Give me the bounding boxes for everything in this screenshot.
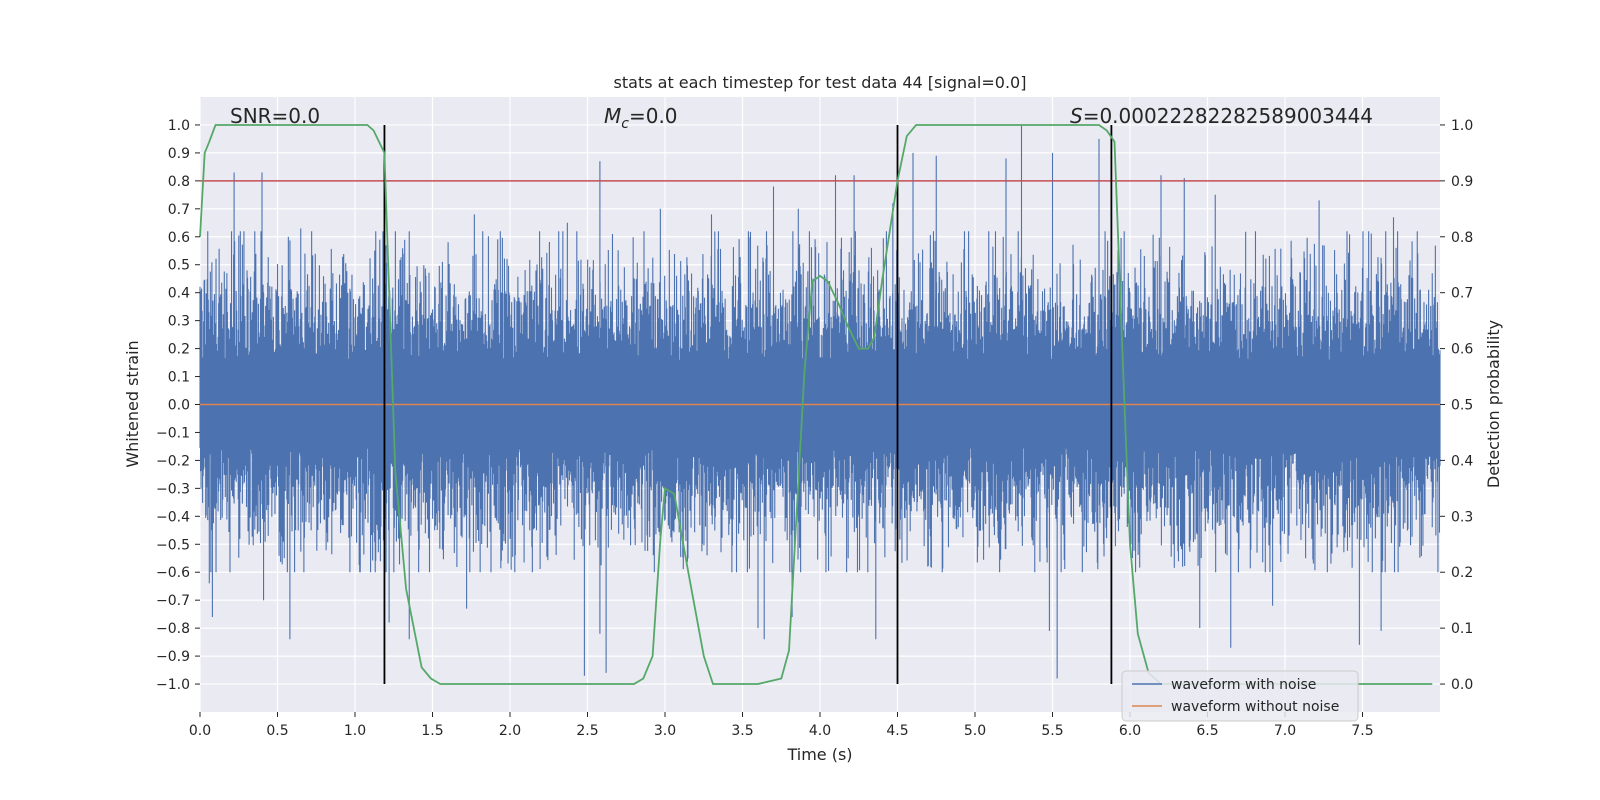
legend-box [1121,670,1359,722]
x-tick-label: 2.5 [576,723,598,739]
y-tick-label: −1.0 [156,677,190,693]
y2-tick-label: 0.8 [1451,230,1473,246]
x-tick-label: 2.0 [499,723,521,739]
chirp-mass-value: =0.0 [629,104,678,128]
chirp-mass-annotation: Mc=0.0 [604,104,678,132]
y-tick-label: −0.4 [156,509,190,525]
y-tick-label: −0.7 [156,593,190,609]
x-tick-label: 5.0 [964,723,986,739]
x-tick-label: 5.5 [1041,723,1063,739]
overlay-layer [199,124,1440,685]
x-tick-label: 6.0 [1119,723,1141,739]
y-tick-label: −0.3 [156,481,190,497]
y-tick-label: 0.0 [168,398,190,414]
y-tick-label: 0.1 [168,370,190,386]
chart-title: stats at each timestep for test data 44 … [614,73,1027,92]
y2-tick-label: 0.5 [1451,398,1473,414]
axes: 0.0 0.5 1.0 1.5 2.0 2.5 3.0 3.5 4.0 4.5 5.0 5.5 6.0 6… [156,118,1473,739]
legend-label-clean: waveform without noise [1171,699,1339,715]
x-tick-label: 1.5 [421,723,443,739]
snr-annotation: SNR=0.0 [230,104,320,128]
y2-tick-label: 0.3 [1451,509,1473,525]
y2-tick-label: 0.9 [1451,174,1473,190]
x-tick-label: 7.5 [1351,723,1373,739]
x-tick-label: 3.5 [731,723,753,739]
x-tick-label: 3.0 [654,723,676,739]
y-tick-label: −0.8 [156,621,190,637]
s-symbol: S [1070,104,1083,128]
chirp-mass-symbol: M [604,104,621,128]
x-tick-label: 7.0 [1274,723,1296,739]
detection-probability-line [199,124,1433,685]
y-tick-label: −0.1 [156,425,190,441]
y2-tick-label: 0.1 [1451,621,1473,637]
y-tick-label: −0.2 [156,453,190,469]
y2-tick-label: 0.7 [1451,286,1473,302]
y-tick-label: 0.3 [168,314,190,330]
y-tick-label: 0.9 [168,146,190,162]
y2-tick-label: 0.2 [1451,565,1473,581]
x-tick-label: 1.0 [344,723,366,739]
y-tick-label: 1.0 [168,118,190,134]
y-tick-label: 0.8 [168,174,190,190]
y-tick-label: −0.6 [156,565,190,581]
y-tick-label: −0.9 [156,649,190,665]
y2-tick-label: 0.6 [1451,342,1473,358]
x-axis-title: Time (s) [786,745,852,764]
legend-label-noise: waveform with noise [1171,677,1316,693]
x-tick-label: 4.0 [809,723,831,739]
y-tick-label: 0.7 [168,202,190,218]
s-annotation: S=0.00022282282589003444 [1070,104,1373,128]
x-tick-label: 0.0 [189,723,211,739]
x-tick-label: 0.5 [266,723,288,739]
y-tick-label: 0.6 [168,230,190,246]
y2-tick-label: 0.0 [1451,677,1473,693]
x-tick-label: 4.5 [886,723,908,739]
legend: waveform with noise waveform without noi… [1121,670,1359,722]
y-axis-title: Whitened strain [123,340,142,467]
y2-tick-label: 0.4 [1451,453,1473,469]
s-value: =0.00022282282589003444 [1083,104,1373,128]
y-tick-label: 0.5 [168,258,190,274]
y2-axis-title: Detection probability [1484,320,1503,488]
y-tick-label: 0.4 [168,286,190,302]
chirp-mass-subscript: c [621,116,629,132]
y-tick-label: 0.2 [168,342,190,358]
x-tick-label: 6.5 [1196,723,1218,739]
y2-tick-label: 1.0 [1451,118,1473,134]
y-tick-label: −0.5 [156,537,190,553]
